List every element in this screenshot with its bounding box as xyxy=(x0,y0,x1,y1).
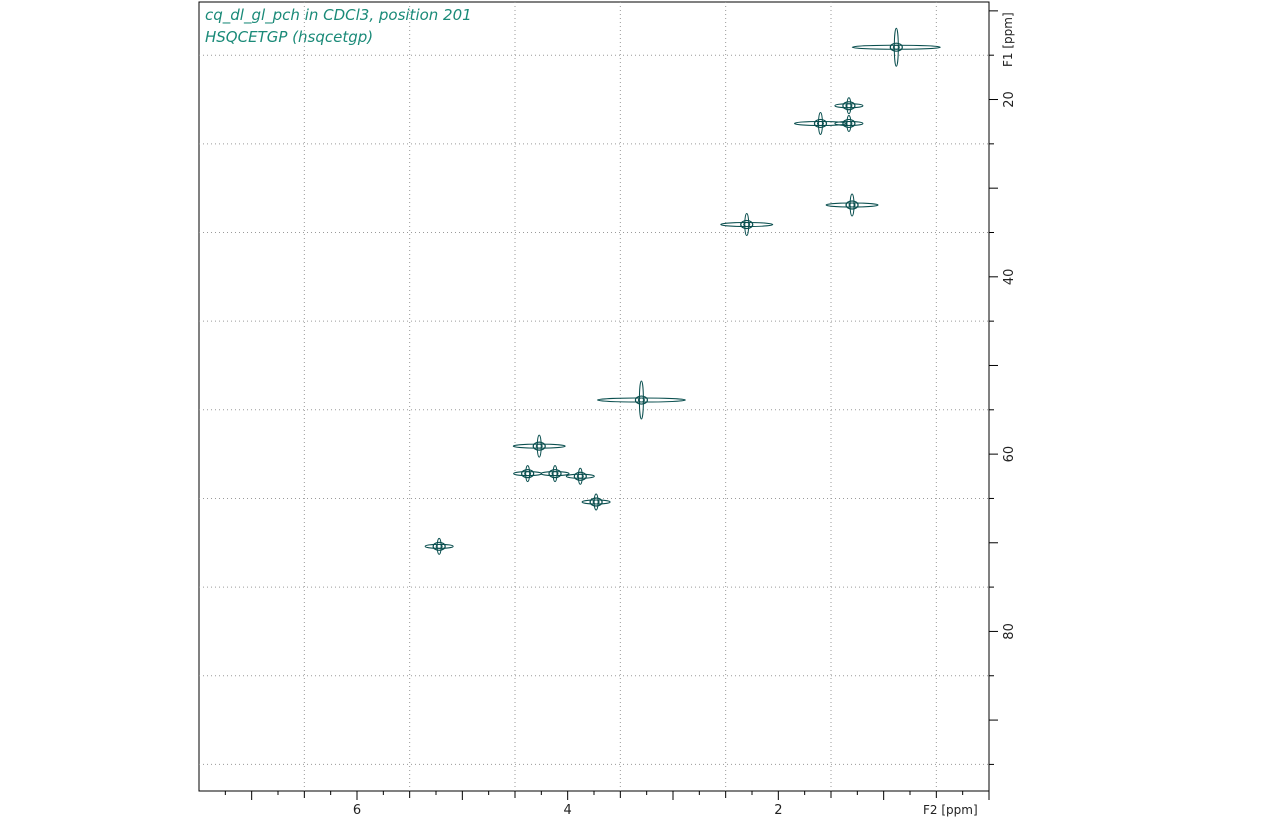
cross-peak xyxy=(513,465,543,483)
contour-core xyxy=(435,543,443,549)
contour-horizontal xyxy=(825,202,879,208)
x-axis-label: F2 [ppm] xyxy=(923,803,978,817)
contour-vertical xyxy=(552,465,558,483)
cross-peak xyxy=(834,97,864,115)
x-tick-label: 2 xyxy=(774,803,782,818)
contour-inner xyxy=(634,395,649,405)
contour-vertical xyxy=(893,27,899,67)
contour-core xyxy=(592,499,600,505)
contour-vertical xyxy=(846,114,852,132)
contour-horizontal xyxy=(424,543,454,549)
contour-horizontal xyxy=(512,443,566,449)
contour-inner xyxy=(813,118,828,129)
contour-core xyxy=(816,120,824,126)
contour-inner xyxy=(740,219,754,230)
contour-core xyxy=(576,473,584,479)
y-tick-label: 20 xyxy=(1002,91,1017,108)
contour-inner xyxy=(589,497,603,507)
contour-vertical xyxy=(817,111,823,135)
y-tick-label: 80 xyxy=(1002,623,1017,640)
contour-core xyxy=(551,471,559,477)
contour-inner xyxy=(548,469,562,479)
contour-core xyxy=(535,443,543,449)
chart-subtitle: HSQCETGP (hsqcetgp) xyxy=(205,28,374,46)
contour-inner xyxy=(845,200,859,210)
contour-inner xyxy=(889,42,903,52)
contour-horizontal xyxy=(720,222,774,228)
contour-vertical xyxy=(593,493,599,511)
y-tick-label: 40 xyxy=(1002,269,1017,286)
contour-vertical xyxy=(638,380,644,420)
contour-horizontal xyxy=(851,44,941,50)
peak-layer xyxy=(424,27,941,555)
contour-horizontal xyxy=(540,471,570,477)
contour-horizontal xyxy=(834,103,864,109)
cross-peak xyxy=(851,27,941,67)
contour-inner xyxy=(432,541,446,551)
contour-core xyxy=(524,471,532,477)
contour-inner xyxy=(842,118,856,129)
cross-peak xyxy=(720,213,774,237)
contour-vertical xyxy=(849,193,855,217)
grid-layer xyxy=(199,2,989,791)
contour-vertical xyxy=(436,537,442,555)
y-tick-label: 60 xyxy=(1002,446,1017,463)
contour-horizontal xyxy=(596,397,686,403)
contour-inner xyxy=(521,469,535,479)
contour-core xyxy=(743,222,751,228)
cross-peak xyxy=(540,465,570,483)
contour-vertical xyxy=(536,434,542,458)
cross-peak xyxy=(596,380,686,420)
cross-peak xyxy=(834,114,864,132)
contour-inner xyxy=(842,101,856,111)
cross-peak xyxy=(793,111,847,135)
x-tick-label: 6 xyxy=(353,803,361,818)
y-axis-label: F1 [ppm] xyxy=(1001,12,1015,67)
x-axis: 6 4 2 xyxy=(224,791,990,818)
contour-vertical xyxy=(525,465,531,483)
cross-peak xyxy=(512,434,566,458)
contour-vertical xyxy=(846,97,852,115)
contour-vertical xyxy=(577,467,583,485)
cross-peak xyxy=(424,537,454,555)
chart-title: cq_dl_gl_pch in CDCl3, position 201 xyxy=(205,6,472,24)
cross-peak xyxy=(565,467,595,485)
contour-core xyxy=(848,202,856,208)
contour-core xyxy=(637,397,645,403)
contour-vertical xyxy=(744,213,750,237)
plot-frame xyxy=(198,1,990,792)
x-tick-label: 4 xyxy=(564,803,572,818)
contour-core xyxy=(892,44,900,50)
contour-horizontal xyxy=(565,473,595,479)
contour-inner xyxy=(532,441,546,451)
cross-peak xyxy=(825,193,879,217)
contour-horizontal xyxy=(513,471,543,477)
contour-core xyxy=(845,120,853,126)
contour-horizontal xyxy=(581,499,611,505)
contour-horizontal xyxy=(834,120,864,126)
cross-peak xyxy=(581,493,611,511)
y-axis: 20 40 60 80 xyxy=(989,10,1017,765)
contour-inner xyxy=(573,471,587,481)
contour-core xyxy=(845,103,853,109)
